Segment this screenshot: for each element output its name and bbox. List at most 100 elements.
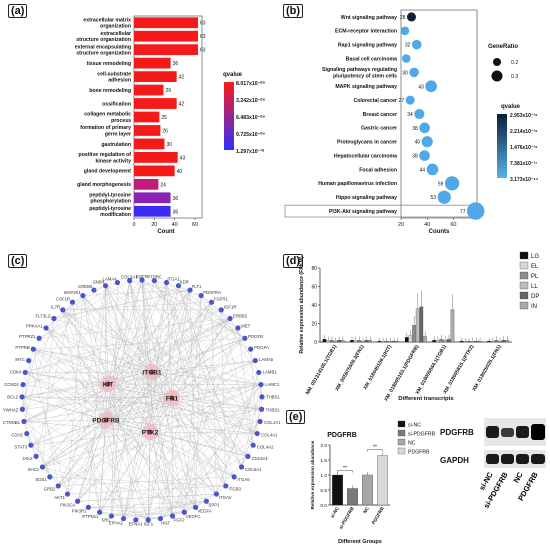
wb-lane-label: NC xyxy=(512,470,526,484)
legend-label: IN xyxy=(531,304,537,310)
node-label: FGFR1 xyxy=(214,297,229,302)
category-label: si-NC xyxy=(330,505,341,518)
point xyxy=(400,26,410,36)
edge xyxy=(82,295,173,399)
edge xyxy=(151,371,262,410)
node xyxy=(223,483,229,489)
bar xyxy=(134,125,161,136)
category-label: ossification xyxy=(102,101,131,107)
wb-label-pdgfrb: PDGFRB xyxy=(440,428,474,437)
edge xyxy=(151,360,256,373)
node xyxy=(187,287,193,293)
node-label: PDGFRA xyxy=(203,290,221,295)
edge xyxy=(42,466,149,520)
bar xyxy=(381,340,385,343)
chart-title: PDGFRB xyxy=(327,432,357,439)
panel-d-chart: 0 20 40 60 80 Relative expression abundance (… xyxy=(299,251,539,402)
bar xyxy=(134,192,171,204)
panel-c-label: (c) xyxy=(8,254,28,268)
node xyxy=(256,369,262,376)
data-label: 28 xyxy=(400,15,406,21)
bar xyxy=(134,98,177,109)
edge xyxy=(33,348,153,373)
edge xyxy=(77,397,173,502)
category-label: collagen metabolic process xyxy=(84,112,131,124)
bar xyxy=(322,339,327,343)
bar xyxy=(134,84,164,96)
edge xyxy=(141,279,262,385)
data-label: 43 xyxy=(418,84,424,90)
wb-band xyxy=(501,428,514,437)
edge xyxy=(23,421,149,520)
panel-d-label: (d) xyxy=(283,254,304,268)
bar xyxy=(384,340,389,343)
category-label: si-PDGFRB xyxy=(338,505,355,530)
data-label: 59 xyxy=(438,181,444,187)
tick-label: 40 xyxy=(311,303,317,309)
bar xyxy=(347,488,358,506)
edge xyxy=(129,280,153,373)
edge xyxy=(160,433,258,519)
node-label: EPHA2 xyxy=(109,520,124,525)
node xyxy=(198,292,204,299)
edge xyxy=(149,431,258,434)
edge xyxy=(154,280,249,457)
edge xyxy=(23,397,173,422)
edge xyxy=(171,290,191,399)
edge xyxy=(123,371,153,519)
bar xyxy=(353,340,358,343)
edge xyxy=(237,327,254,446)
edge xyxy=(107,289,191,385)
edge xyxy=(149,289,191,433)
category-label: Signaling pathways regulating pluripotenc… xyxy=(322,67,397,79)
hub-core xyxy=(103,417,109,423)
tick-label: 40 xyxy=(424,222,430,228)
node xyxy=(257,418,263,425)
edge xyxy=(45,327,107,421)
bar xyxy=(470,340,475,343)
edge xyxy=(22,371,153,398)
legend-label: NC xyxy=(408,441,416,447)
edge xyxy=(178,285,242,468)
edge xyxy=(151,371,258,434)
edge xyxy=(178,285,235,477)
edge xyxy=(105,419,258,434)
node xyxy=(139,277,145,283)
edge xyxy=(99,512,161,519)
node-label: MET xyxy=(241,323,250,328)
edge xyxy=(149,431,248,457)
panel-b-label: (b) xyxy=(283,4,304,18)
category-label: NM_001314106.1(TGB1) xyxy=(305,344,339,396)
edge xyxy=(107,383,262,385)
edge xyxy=(148,431,151,520)
legend-swatch xyxy=(397,447,406,455)
bar xyxy=(134,165,175,177)
category-label: XM_018045106.1(KIT) xyxy=(362,344,393,391)
edge xyxy=(67,295,84,495)
tick-label: 1.0 xyxy=(320,473,327,479)
edge xyxy=(105,289,191,421)
bar xyxy=(134,111,160,123)
bar xyxy=(478,340,482,343)
node-label: ERBB2 xyxy=(233,314,248,319)
edge xyxy=(33,348,109,385)
data-label: 36 xyxy=(173,196,179,202)
tick-label: 1.5 xyxy=(320,458,327,464)
node-label: FGF2 xyxy=(174,518,186,523)
x-axis-label: Counts xyxy=(429,229,450,235)
node-label: FLT3LG xyxy=(36,314,52,319)
edge xyxy=(149,431,235,478)
edge xyxy=(107,318,231,385)
wb-band xyxy=(516,454,529,464)
node-label: EFNA1 xyxy=(129,522,143,527)
bar xyxy=(395,340,400,343)
edge xyxy=(42,397,173,468)
wb-band xyxy=(501,454,514,464)
node-label: PDGFB xyxy=(248,334,263,339)
category-label: tissue remodeling xyxy=(87,61,131,67)
edge xyxy=(22,383,109,398)
node xyxy=(30,346,36,352)
edge xyxy=(154,280,254,446)
node xyxy=(163,279,170,286)
node xyxy=(69,299,76,305)
